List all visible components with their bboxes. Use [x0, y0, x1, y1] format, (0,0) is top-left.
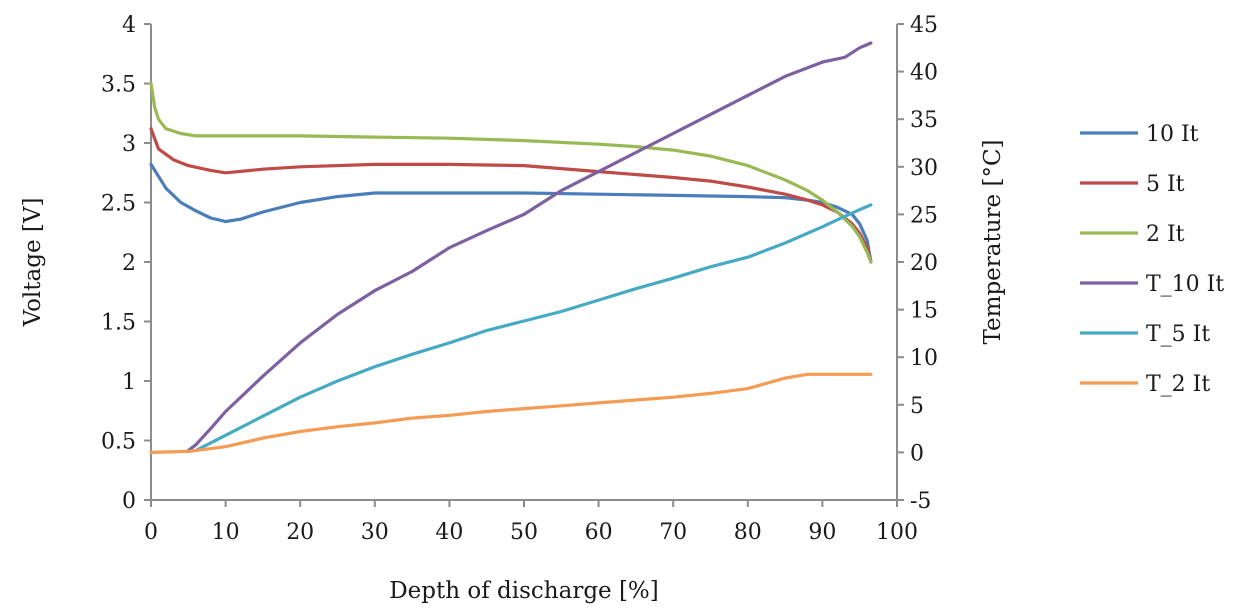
y-tick-label: 0 [122, 489, 136, 514]
y2-tick-label: 15 [910, 299, 938, 324]
series-line-t-10-it [186, 41, 873, 453]
x-tick-label: 50 [510, 520, 538, 545]
y-tick-label: 1.5 [101, 311, 136, 336]
series-line-2-it [149, 81, 873, 264]
legend-label: T_2 It [1146, 372, 1210, 397]
y2-tick-label: 40 [910, 61, 938, 86]
right-y-axis-ticks: -5 0 5 10 15 20 25 30 35 40 45 [897, 13, 938, 514]
x-axis-ticks: 0 10 20 30 40 50 60 70 80 90 100 [144, 500, 918, 545]
x-tick-label: 10 [212, 520, 240, 545]
legend-label: 10 It [1146, 122, 1199, 147]
y2-tick-label: 5 [910, 394, 924, 419]
y2-tick-label: 10 [910, 346, 938, 371]
y-tick-label: 4 [122, 13, 136, 38]
y2-tick-label: 45 [910, 13, 938, 38]
series-lines [149, 41, 873, 454]
x-tick-label: 20 [286, 520, 314, 545]
legend: 10 It 5 It 2 It T_10 It T_5 It T_2 It [1080, 122, 1224, 397]
y2-tick-label: -5 [910, 489, 931, 514]
y-tick-label: 0.5 [101, 430, 136, 455]
axes [150, 24, 898, 501]
left-y-axis-ticks: 0 0.5 1 1.5 2 2.5 3 3.5 4 [101, 13, 151, 514]
x-tick-label: 0 [144, 520, 158, 545]
x-tick-label: 100 [876, 520, 918, 545]
x-tick-label: 80 [734, 520, 762, 545]
series-line-t-5-it [194, 203, 873, 453]
x-tick-label: 60 [585, 520, 613, 545]
legend-label: 2 It [1146, 222, 1185, 247]
right-y-axis-title: Temperature [°C] [980, 139, 1006, 344]
x-axis-title: Depth of discharge [%] [389, 578, 659, 604]
y2-tick-label: 30 [910, 156, 938, 181]
x-tick-label: 40 [435, 520, 463, 545]
x-tick-label: 70 [659, 520, 687, 545]
series-line-10-it [149, 162, 873, 264]
y-tick-label: 2 [122, 251, 136, 276]
y2-tick-label: 25 [910, 203, 938, 228]
legend-label: T_5 It [1146, 322, 1210, 347]
y2-tick-label: 35 [910, 108, 938, 133]
y2-tick-label: 20 [910, 251, 938, 276]
legend-label: 5 It [1146, 172, 1185, 197]
y-tick-label: 3.5 [101, 73, 136, 98]
x-tick-label: 30 [361, 520, 389, 545]
left-y-axis-title: Voltage [V] [20, 198, 46, 328]
legend-label: T_10 It [1146, 272, 1224, 297]
y-tick-label: 2.5 [101, 192, 136, 217]
series-line-5-it [149, 127, 873, 264]
x-tick-label: 90 [808, 520, 836, 545]
y-tick-label: 1 [122, 370, 136, 395]
y2-tick-label: 0 [910, 441, 924, 466]
y-tick-label: 3 [122, 132, 136, 157]
series-line-t-2-it [149, 372, 873, 454]
